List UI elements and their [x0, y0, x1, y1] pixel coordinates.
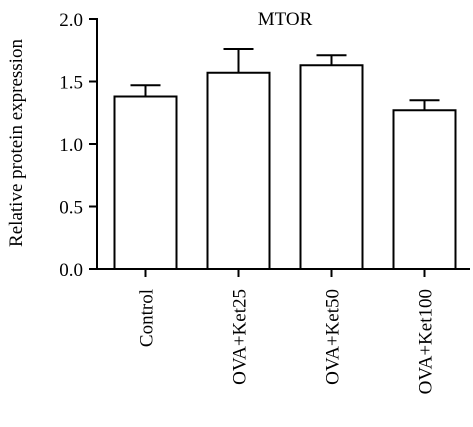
bar-1	[206, 71, 271, 270]
axes	[89, 18, 470, 270]
bar-0	[113, 95, 178, 270]
x-category-label-0: Control	[137, 289, 158, 347]
y-axis-label: Relative protein expression	[6, 39, 27, 247]
x-category-label-2: OVA+Ket50	[323, 289, 344, 385]
x-category-label-3: OVA+Ket100	[416, 289, 437, 394]
x-category-label-1: OVA+Ket25	[230, 289, 251, 385]
bar-2	[299, 64, 364, 270]
y-tick-label-0: 0.0	[59, 260, 83, 281]
error-bar-1	[223, 48, 254, 73]
x-axis-categories: Control OVA+Ket25 OVA+Ket50 OVA+Ket100	[137, 289, 437, 394]
y-tick-label-2: 1.0	[59, 135, 83, 156]
y-tick-label-1: 0.5	[59, 198, 83, 219]
bars	[113, 64, 457, 270]
chart-title: MTOR	[258, 9, 313, 30]
error-bar-3	[409, 99, 440, 111]
y-tick-label-4: 2.0	[59, 10, 83, 31]
y-axis-ticks: 0.0 0.5 1.0 1.5 2.0	[59, 10, 426, 281]
y-tick-label-3: 1.5	[59, 73, 83, 94]
error-bars	[130, 48, 440, 111]
error-bar-0	[130, 84, 161, 97]
bar-3	[392, 109, 457, 270]
error-bar-2	[316, 54, 347, 66]
